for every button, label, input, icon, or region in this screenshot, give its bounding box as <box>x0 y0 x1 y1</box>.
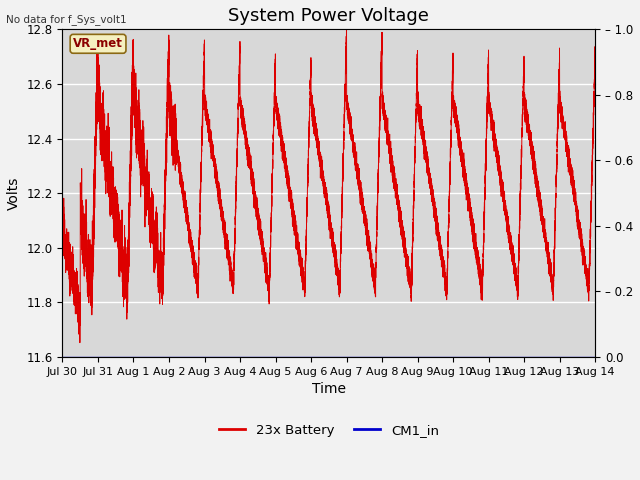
Text: No data for f_Sys_volt1: No data for f_Sys_volt1 <box>6 14 127 25</box>
Text: VR_met: VR_met <box>73 37 123 50</box>
Y-axis label: Volts: Volts <box>7 177 21 210</box>
Legend: 23x Battery, CM1_in: 23x Battery, CM1_in <box>213 419 444 442</box>
Title: System Power Voltage: System Power Voltage <box>228 7 429 25</box>
X-axis label: Time: Time <box>312 382 346 396</box>
